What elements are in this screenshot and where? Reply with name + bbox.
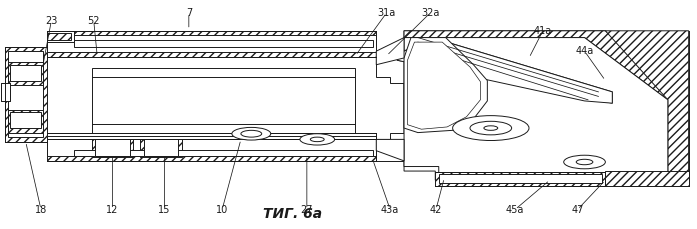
Polygon shape — [404, 31, 668, 100]
Circle shape — [564, 155, 606, 169]
Polygon shape — [404, 38, 487, 133]
Bar — [47, 33, 71, 40]
Text: 27: 27 — [300, 204, 313, 215]
Text: 42: 42 — [430, 204, 442, 215]
Text: 47: 47 — [572, 204, 584, 215]
Bar — [10, 65, 41, 81]
Text: 12: 12 — [106, 204, 118, 215]
Bar — [75, 150, 373, 156]
Circle shape — [470, 121, 512, 135]
Text: 23: 23 — [45, 16, 58, 26]
Bar — [1, 83, 10, 101]
Text: 45a: 45a — [506, 204, 524, 215]
Text: 43a: 43a — [381, 204, 399, 215]
Text: 18: 18 — [35, 204, 47, 215]
Circle shape — [241, 130, 261, 137]
Bar — [47, 139, 376, 156]
Bar — [95, 139, 130, 156]
Bar — [75, 40, 373, 47]
Text: 31a: 31a — [378, 8, 396, 18]
Text: 7: 7 — [185, 8, 192, 18]
Bar — [140, 138, 182, 158]
Polygon shape — [5, 47, 47, 142]
Text: 41a: 41a — [534, 26, 552, 36]
Text: 10: 10 — [216, 204, 229, 215]
Bar — [438, 174, 602, 183]
Bar — [606, 172, 689, 186]
Polygon shape — [404, 31, 689, 186]
Bar — [1, 83, 10, 101]
Bar — [144, 139, 178, 156]
Polygon shape — [376, 38, 404, 65]
Bar — [47, 35, 376, 52]
Bar — [10, 112, 41, 128]
Text: ΤИГ. 6a: ΤИГ. 6a — [263, 207, 323, 221]
Polygon shape — [8, 51, 43, 137]
Bar — [8, 63, 43, 85]
Polygon shape — [376, 133, 404, 161]
Polygon shape — [376, 139, 404, 161]
Bar — [8, 110, 43, 133]
Polygon shape — [397, 38, 612, 103]
Bar — [436, 172, 606, 186]
Text: 44a: 44a — [576, 46, 594, 56]
Polygon shape — [408, 42, 480, 129]
Bar — [91, 68, 355, 133]
Polygon shape — [606, 31, 689, 186]
Circle shape — [484, 126, 498, 130]
Circle shape — [232, 127, 270, 140]
Polygon shape — [606, 171, 689, 186]
Polygon shape — [397, 38, 612, 103]
Text: 32a: 32a — [421, 8, 440, 18]
Polygon shape — [404, 38, 668, 179]
Polygon shape — [376, 57, 404, 83]
Circle shape — [452, 116, 529, 141]
Circle shape — [310, 137, 324, 142]
Bar — [47, 31, 75, 42]
Circle shape — [300, 134, 335, 145]
Bar — [91, 138, 133, 158]
Circle shape — [576, 159, 593, 165]
Bar — [47, 136, 376, 161]
Bar — [47, 133, 376, 139]
Text: 15: 15 — [158, 204, 171, 215]
Text: 52: 52 — [87, 16, 100, 26]
Bar — [47, 31, 376, 57]
